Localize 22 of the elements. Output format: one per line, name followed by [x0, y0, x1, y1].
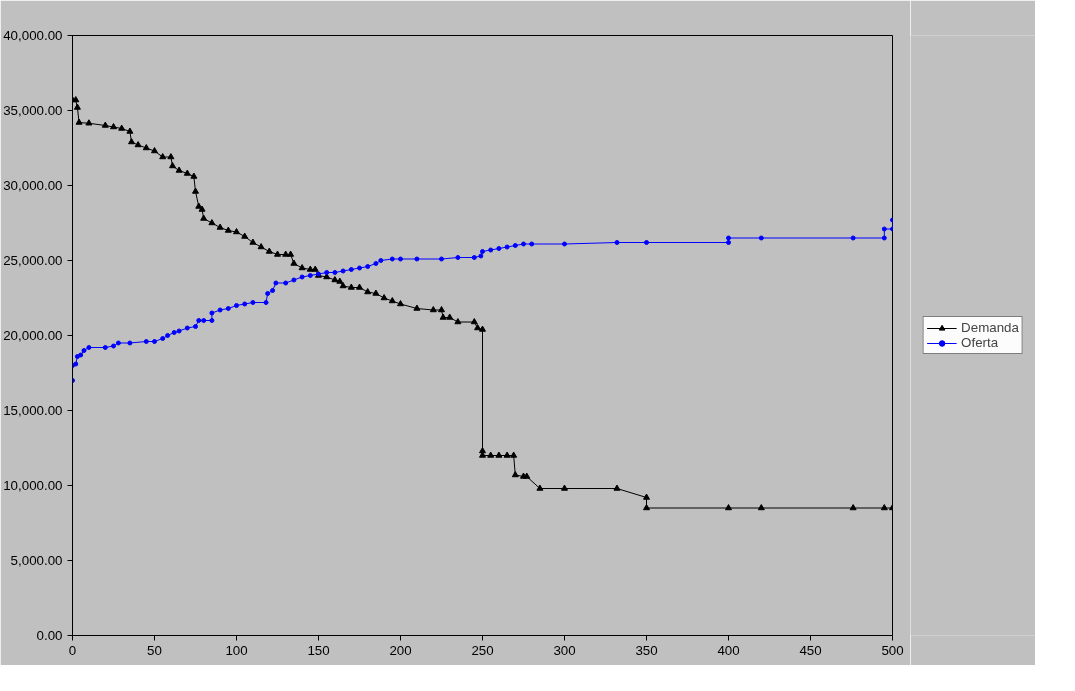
- x-tick-label: 0: [68, 642, 77, 658]
- x-tick-label: 450: [799, 642, 822, 658]
- x-tick-label: 250: [471, 642, 494, 658]
- x-tick-label: 350: [635, 642, 658, 658]
- x-tick-label: 200: [389, 642, 412, 658]
- legend-label: Demanda: [961, 320, 1019, 335]
- y-tick-label: 20,000.00: [3, 328, 63, 343]
- x-tick-label: 150: [307, 642, 330, 658]
- y-tick-label: 30,000.00: [3, 178, 63, 193]
- x-tick-label: 50: [147, 642, 162, 658]
- x-tick-label: 300: [553, 642, 576, 658]
- y-tick-label: 40,000.00: [3, 28, 63, 43]
- y-tick-label: 15,000.00: [3, 403, 63, 418]
- x-tick-label: 100: [225, 642, 248, 658]
- y-tick-label: 25,000.00: [3, 253, 63, 268]
- y-tick-label: 0.00: [36, 628, 63, 643]
- x-tick-label: 500: [881, 642, 904, 658]
- y-tick-label: 10,000.00: [3, 478, 63, 493]
- x-tick-label: 400: [717, 642, 740, 658]
- y-tick-label: 35,000.00: [3, 103, 63, 118]
- legend-label: Oferta: [961, 335, 1000, 350]
- y-tick-label: 5,000.00: [10, 553, 63, 568]
